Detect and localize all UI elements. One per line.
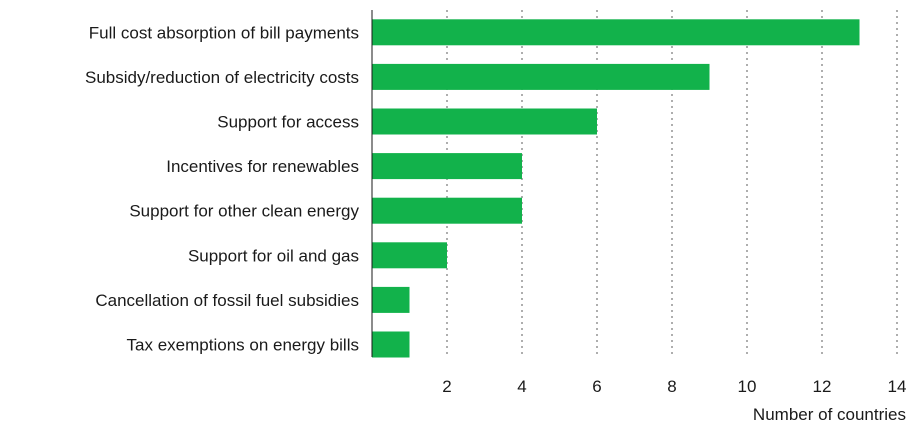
category-label-0: Full cost absorption of bill payments — [89, 23, 359, 42]
bar-7 — [372, 331, 410, 358]
x-axis-title: Number of countries — [753, 405, 906, 424]
category-label-6: Cancellation of fossil fuel subsidies — [95, 291, 359, 310]
bars — [372, 19, 860, 358]
bar-1 — [372, 63, 710, 90]
bar-3 — [372, 153, 522, 180]
category-label-1: Subsidy/reduction of electricity costs — [85, 68, 359, 87]
x-tick-label-12: 12 — [813, 377, 832, 396]
x-tick-label-4: 4 — [517, 377, 526, 396]
x-tick-labels: 2 4 6 8 10 12 14 — [442, 377, 906, 396]
x-tick-label-14: 14 — [888, 377, 907, 396]
gridlines — [446, 10, 898, 357]
x-tick-label-2: 2 — [442, 377, 451, 396]
x-tick-label-6: 6 — [592, 377, 601, 396]
bar-5 — [372, 242, 447, 269]
category-label-5: Support for oil and gas — [188, 246, 359, 265]
category-labels: Full cost absorption of bill payments Sub… — [85, 23, 360, 354]
bar-0 — [372, 19, 860, 46]
bar-2 — [372, 108, 597, 135]
bar-4 — [372, 197, 522, 224]
category-label-3: Incentives for renewables — [166, 157, 359, 176]
bar-6 — [372, 286, 410, 313]
x-tick-label-8: 8 — [667, 377, 676, 396]
category-label-4: Support for other clean energy — [129, 202, 359, 221]
category-label-7: Tax exemptions on energy bills — [127, 336, 359, 355]
x-tick-label-10: 10 — [738, 377, 757, 396]
category-label-2: Support for access — [217, 113, 359, 132]
